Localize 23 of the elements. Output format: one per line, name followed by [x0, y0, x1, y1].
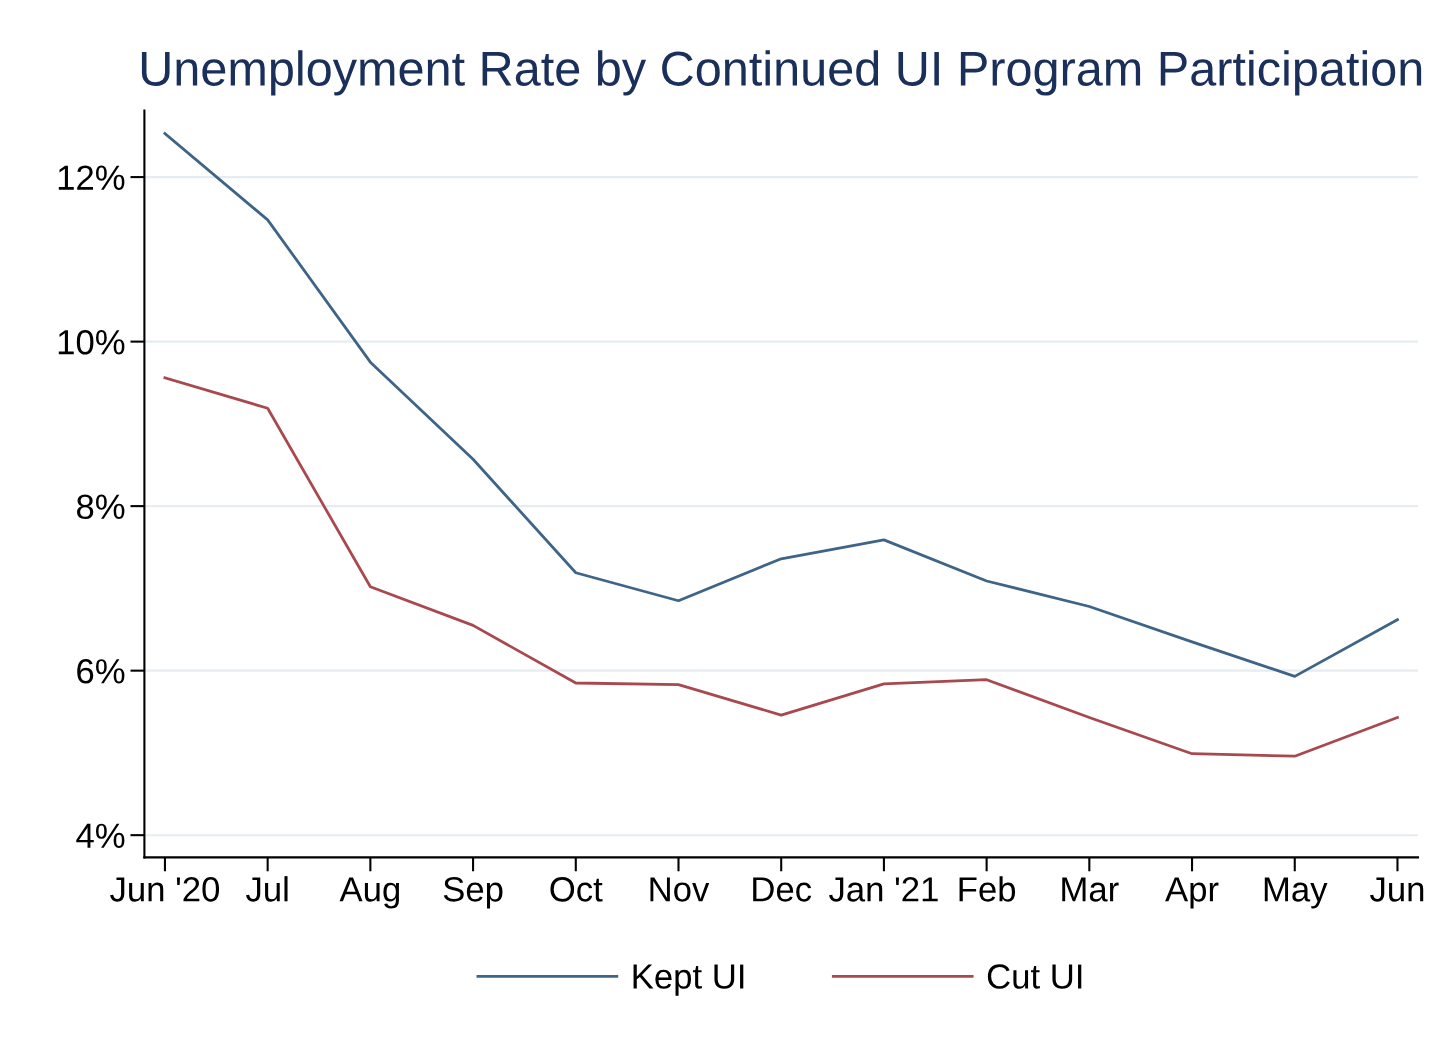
line-series — [163, 376, 1399, 758]
x-tick-label: Jul — [246, 876, 288, 902]
x-tick-label: Nov — [650, 877, 710, 902]
y-tick-label: 6% — [77, 658, 125, 684]
chart-title: Unemployment Rate by Continued UI Program Participation — [141, 50, 1422, 96]
x-tick-label: Oct — [550, 877, 603, 902]
y-tick-label: 10% — [58, 329, 125, 355]
x-tick-label: May — [1264, 877, 1328, 909]
y-tick-label: 4% — [76, 823, 125, 848]
x-tick-label: Jun '20 — [110, 877, 220, 902]
x-tick-label: Jan '21 — [829, 877, 938, 902]
legend-label: Kept UI — [633, 964, 744, 996]
x-tick-label: Feb — [959, 876, 1016, 902]
x-tick-label: Jun — [1370, 877, 1424, 902]
x-tick-label: Aug — [339, 877, 400, 909]
line-series — [163, 132, 1399, 678]
legend-label: Cut UI — [987, 964, 1082, 989]
x-tick-label: Dec — [753, 877, 812, 902]
x-tick-label: Mar — [1062, 877, 1119, 902]
y-tick-label: 12% — [58, 165, 125, 190]
y-tick-label: 8% — [76, 494, 125, 520]
x-tick-label: Apr — [1165, 877, 1219, 909]
x-tick-label: Sep — [443, 877, 503, 909]
